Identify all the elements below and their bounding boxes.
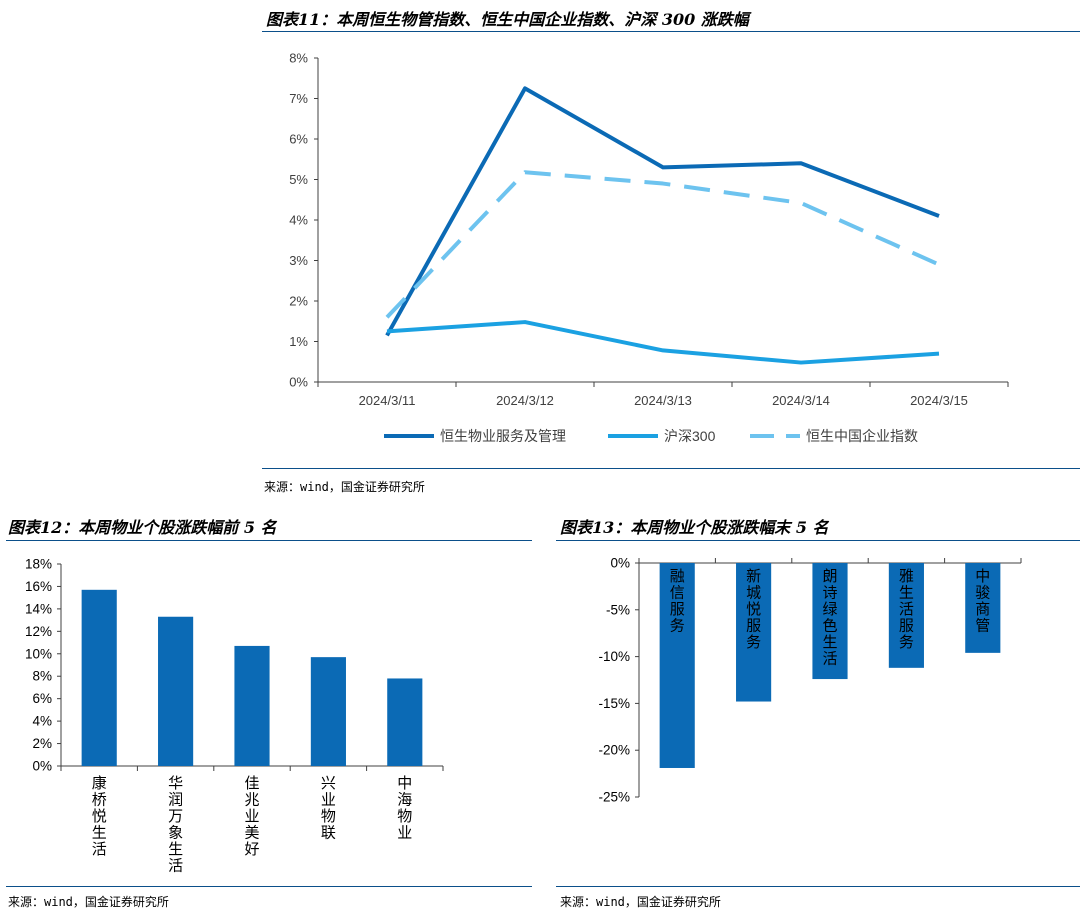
fig12-title: 图表12：本周物业个股涨跌幅前 5 名 <box>8 518 277 537</box>
fig11-series-line-2 <box>386 320 940 365</box>
fig11-x-tick-label: 2024/3/12 <box>496 393 554 408</box>
fig12-category-label: 中海物业 <box>397 775 412 842</box>
fig12-bar <box>310 657 346 766</box>
fig11-title-rule <box>262 31 1080 32</box>
fig11-x-tick-label: 2024/3/11 <box>359 393 416 408</box>
fig12-y-tick-label: 12% <box>25 624 52 639</box>
fig11-y-tick-label: 8% <box>289 51 308 66</box>
fig13-category-label: 雅生活服务 <box>899 568 914 651</box>
fig13-bottom-rule <box>556 886 1080 887</box>
fig12-y-tick-label: 8% <box>32 669 52 684</box>
fig12-bar <box>387 678 423 766</box>
fig11-title: 图表11：本周恒生物管指数、恒生中国企业指数、沪深 300 涨跌幅 <box>266 10 749 29</box>
fig13-y-tick-label: -15% <box>598 696 630 711</box>
fig11-y-tick-label: 2% <box>289 294 308 309</box>
fig12-category-label: 康桥悦生活 <box>92 775 107 858</box>
fig12-category-label: 兴业物联 <box>321 775 336 842</box>
fig11-x-tick-label: 2024/3/13 <box>634 393 692 408</box>
fig12-bar <box>81 589 117 766</box>
fig11-y-tick-label: 1% <box>289 334 308 349</box>
fig13-y-tick-label: -5% <box>606 602 630 617</box>
fig12-category-label: 华润万象生活 <box>168 775 183 875</box>
fig12-category-label: 佳兆业美好 <box>244 775 259 858</box>
fig13-category-label: 融信服务 <box>670 568 685 635</box>
fig11-legend-label-2: 沪深300 <box>664 428 716 444</box>
fig13-bar <box>888 563 924 668</box>
fig12-y-tick-label: 6% <box>32 691 52 706</box>
fig11-x-tick-label: 2024/3/15 <box>910 393 968 408</box>
fig11-y-tick-label: 4% <box>289 213 308 228</box>
fig12-y-tick-label: 2% <box>32 736 52 751</box>
fig13-title-rule <box>556 540 1080 541</box>
fig11-y-tick-label: 6% <box>289 132 308 147</box>
fig13-category-label: 新城悦服务 <box>746 568 761 651</box>
fig13-bar <box>736 563 772 702</box>
fig11-legend-label-1: 恒生物业服务及管理 <box>440 428 566 444</box>
fig13-y-tick-label: -20% <box>598 743 630 758</box>
fig11-series-line-1 <box>385 86 940 337</box>
fig11-source: 来源：wind，国金证券研究所 <box>264 480 425 494</box>
fig11-series-line-3 <box>385 170 940 319</box>
fig11-x-tick-label: 2024/3/14 <box>772 393 830 408</box>
fig13-y-tick-label: -10% <box>598 649 630 664</box>
fig13-bar <box>659 563 695 768</box>
fig12-source: 来源：wind，国金证券研究所 <box>8 895 169 909</box>
fig12-bar <box>158 616 194 766</box>
fig12-bar <box>234 645 270 766</box>
fig11-y-tick-label: 0% <box>289 375 308 390</box>
fig13-y-tick-label: -25% <box>598 790 630 805</box>
fig12-y-tick-label: 14% <box>25 601 52 616</box>
fig13-bar <box>812 563 848 680</box>
fig13-source: 来源：wind，国金证券研究所 <box>560 895 721 909</box>
fig12-y-tick-label: 16% <box>25 579 52 594</box>
fig13-y-tick-label: 0% <box>610 556 630 571</box>
fig12-y-tick-label: 0% <box>32 759 52 774</box>
fig11-legend-label-3: 恒生中国企业指数 <box>806 428 918 444</box>
fig13-title: 图表13：本周物业个股涨跌幅末 5 名 <box>560 518 829 537</box>
fig12-bottom-rule <box>6 886 532 887</box>
fig11-y-tick-label: 3% <box>289 253 308 268</box>
fig12-y-tick-label: 4% <box>32 714 52 729</box>
fig13-category-label: 中骏商管 <box>975 568 990 635</box>
fig12-y-tick-label: 10% <box>25 646 52 661</box>
fig11-bottom-rule <box>262 468 1080 469</box>
fig12-title-rule <box>6 540 532 541</box>
fig13-category-label: 朗诗绿色生活 <box>822 568 837 668</box>
fig13-bar <box>965 563 1001 653</box>
fig11-y-tick-label: 5% <box>289 172 308 187</box>
fig12-y-tick-label: 18% <box>25 557 52 572</box>
fig11-y-tick-label: 7% <box>289 91 308 106</box>
